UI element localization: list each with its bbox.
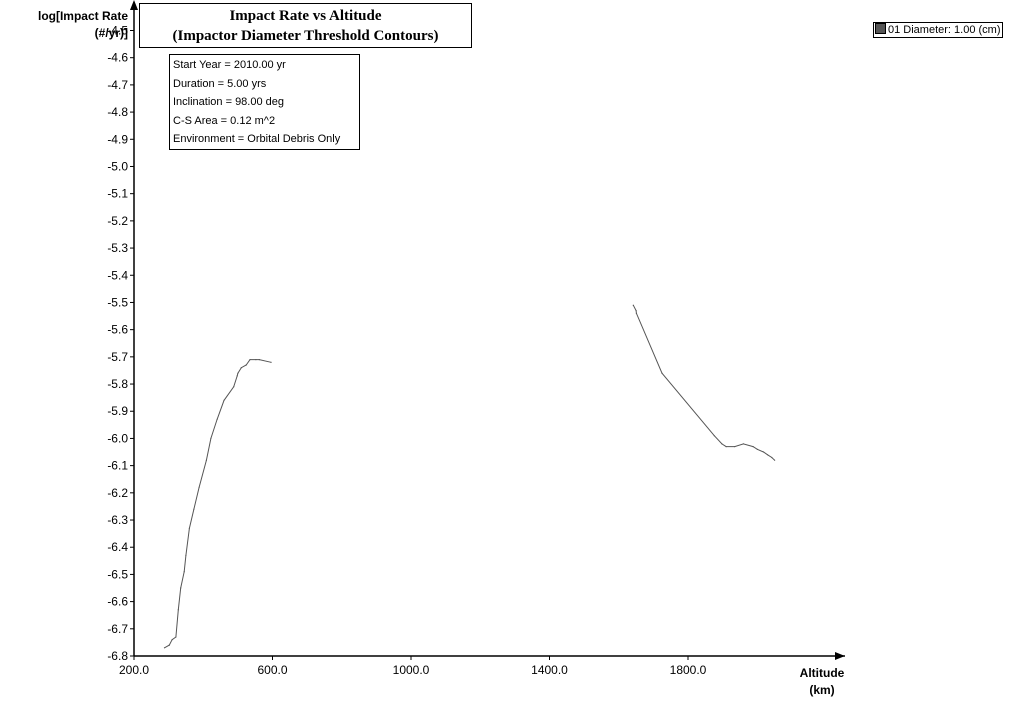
y-tick-label: -5.5: [107, 295, 128, 309]
data-point: [233, 386, 235, 388]
data-point: [734, 446, 736, 448]
data-point: [216, 418, 218, 420]
data-point: [193, 508, 195, 510]
series-line: [164, 359, 272, 649]
y-tick-label: -5.1: [107, 187, 128, 201]
data-point: [771, 456, 773, 459]
y-axis-arrow: [130, 0, 138, 10]
data-point: [185, 554, 187, 557]
data-point: [210, 437, 212, 439]
legend-swatch: [875, 23, 886, 34]
y-tick-label: -4.6: [107, 51, 128, 65]
data-point: [258, 359, 260, 361]
chart-title: Impact Rate vs Altitude: [229, 8, 382, 24]
data-point: [168, 644, 170, 646]
x-tick-label: 600.0: [257, 663, 287, 677]
parameters-box: Start Year = 2010.00 yr Duration = 5.00 …: [169, 54, 360, 150]
y-tick-label: -5.7: [107, 350, 128, 364]
y-tick-label: -6.0: [107, 431, 128, 445]
data-point: [240, 367, 242, 369]
y-tick-label: -4.8: [107, 105, 128, 119]
data-point: [632, 304, 634, 306]
x-tick-label: 1800.0: [670, 663, 707, 677]
data-point: [270, 361, 272, 363]
data-point: [223, 399, 225, 401]
y-tick-label: -5.2: [107, 214, 128, 228]
y-tick-label: -6.7: [107, 622, 128, 636]
data-point: [752, 446, 754, 448]
cs-area-text: C-S Area = 0.12 m^2: [173, 114, 276, 127]
x-tick-label: 1400.0: [531, 663, 568, 677]
y-tick-label: -5.3: [107, 241, 128, 255]
y-axis-label-line1: log[Impact Rate: [37, 9, 128, 23]
x-axis-label-line2: (km): [809, 683, 835, 697]
y-tick-label: -6.5: [107, 567, 128, 581]
y-tick-label: -6.6: [107, 595, 128, 609]
environment-text: Environment = Orbital Debris Only: [173, 133, 341, 145]
y-tick-label: -4.5: [107, 24, 128, 38]
x-tick-label: 200.0: [119, 663, 149, 677]
data-point: [774, 459, 776, 461]
data-point: [198, 486, 200, 488]
y-axis-label: log[Impact Rate (#/yr)]: [4, 8, 128, 42]
y-axis-label-line2: (#/yr)]: [94, 26, 128, 40]
start-year-text: Start Year = 2010.00 yr: [173, 59, 286, 71]
duration-text: Duration = 5.00 yrs: [173, 77, 267, 90]
data-point: [713, 435, 715, 437]
data-point: [635, 312, 638, 314]
data-point: [175, 636, 177, 638]
data-point: [245, 364, 247, 366]
x-tick-label: 1000.0: [393, 663, 430, 677]
y-tick-label: -6.4: [107, 540, 128, 554]
y-tick-label: -5.0: [107, 159, 128, 173]
y-ticks: -4.5 -4.6 -4.7 -4.8 -4.9 -5.0 -5.1 -5.2 -5.3 -5.4…: [107, 24, 134, 663]
y-tick-label: -6.3: [107, 513, 128, 527]
data-point: [249, 359, 251, 361]
y-tick-label: -6.1: [107, 459, 128, 473]
series-line: [632, 304, 775, 461]
data-point: [661, 372, 663, 374]
data-point: [756, 448, 758, 450]
x-axis-arrow: [835, 652, 845, 660]
y-tick-label: -4.9: [107, 132, 128, 146]
data-point: [183, 571, 185, 573]
y-tick-label: -5.6: [107, 323, 128, 337]
y-tick-label: -4.7: [107, 78, 128, 92]
x-axis-label: Altitude (km): [790, 665, 854, 699]
data-point: [177, 609, 179, 611]
series-lines: [163, 304, 776, 649]
legend-series-label: 01 Diameter: 1.00 (cm): [888, 24, 1001, 36]
data-point: [721, 443, 723, 445]
chart-subtitle: (Impactor Diameter Threshold Contours): [172, 28, 439, 44]
data-point: [171, 639, 173, 641]
chart-title-box: Impact Rate vs Altitude (Impactor Diamet…: [139, 3, 472, 48]
data-point: [255, 359, 257, 361]
y-tick-label: -6.8: [107, 649, 128, 663]
x-axis-label-line1: Altitude: [799, 666, 845, 680]
data-point: [237, 372, 239, 374]
data-point: [180, 587, 182, 589]
data-point: [635, 310, 637, 312]
inclination-text: Inclination = 98.00 deg: [173, 96, 285, 108]
data-point: [767, 454, 769, 456]
y-tick-label: -5.9: [107, 404, 128, 418]
y-tick-label: -5.8: [107, 377, 128, 391]
y-tick-label: -6.2: [107, 486, 128, 500]
legend[interactable]: 01 Diameter: 1.00 (cm): [873, 22, 1004, 38]
data-point: [725, 446, 727, 448]
data-point: [762, 451, 765, 453]
data-point: [205, 459, 207, 461]
data-point: [163, 647, 166, 649]
y-tick-label: -5.4: [107, 268, 128, 282]
data-point: [236, 375, 238, 377]
data-point: [742, 443, 745, 445]
x-ticks: 200.0 600.0 1000.0 1400.0 1800.0: [119, 656, 707, 677]
data-point: [188, 527, 190, 529]
